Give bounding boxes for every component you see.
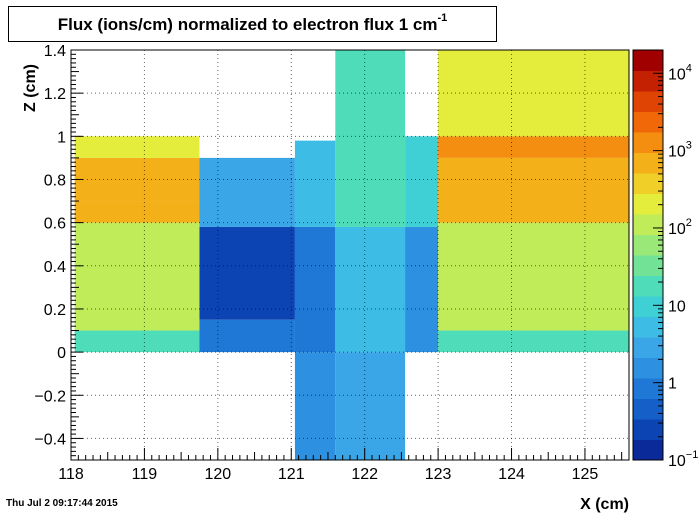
x-tick-label: 123 [425, 466, 452, 483]
colorbar-swatch [633, 398, 663, 420]
colorbar-frame [632, 49, 664, 461]
timestamp: Thu Jul 2 09:17:44 2015 [6, 498, 118, 509]
heatmap-cell [405, 226, 439, 353]
x-tick-label: 118 [58, 466, 84, 483]
x-tick-label: 120 [204, 466, 231, 483]
x-tick-label: 124 [498, 466, 525, 483]
y-axis-label: Z (cm) [22, 64, 39, 112]
y-tick-label: −0.2 [34, 388, 66, 405]
heatmap-cell [335, 352, 406, 460]
heatmap-cell [335, 226, 406, 353]
y-tick-label: 0.2 [44, 302, 66, 319]
heatmap-regions [74, 50, 629, 460]
y-tick-label: 1 [57, 129, 66, 146]
heatmap-cell [335, 50, 406, 227]
heatmap-cell [74, 157, 200, 202]
colorbar-tick-label: 104 [668, 62, 692, 83]
chart-title: Flux (ions/cm) normalized to electron fl… [9, 12, 496, 35]
x-axis: 118 119 120 121 122 123 124 125 [58, 448, 630, 483]
heatmap-cell [438, 157, 629, 223]
colorbar-swatch [633, 316, 663, 338]
y-tick-label: −0.4 [34, 431, 66, 448]
colorbar-swatch [633, 357, 663, 379]
colorbar-swatch [633, 193, 663, 215]
colorbar-swatch [633, 111, 663, 133]
colorbar-swatch [633, 132, 663, 153]
colorbar-swatch [633, 91, 663, 112]
y-tick-label: 0.8 [44, 172, 66, 189]
x-tick-label: 121 [278, 466, 305, 483]
colorbar-swatch [633, 337, 663, 358]
colorbar-swatch [633, 214, 663, 235]
heatmap-cell [405, 136, 439, 227]
heatmap-cell [438, 50, 629, 137]
chart-title-superscript: -1 [437, 12, 448, 24]
heatmap-cell [199, 319, 295, 353]
heatmap-cell [74, 222, 200, 331]
x-tick-label: 122 [351, 466, 378, 483]
heatmap-cell [199, 226, 295, 320]
colorbar-swatch [633, 152, 663, 174]
colorbar-tick-label: 10 [668, 298, 686, 315]
y-tick-label: 1.4 [44, 43, 66, 60]
chart-title-box: Flux (ions/cm) normalized to electron fl… [8, 6, 497, 42]
heatmap-cell [74, 330, 200, 353]
heatmap-cell [294, 226, 336, 353]
colorbar-swatch [633, 419, 663, 440]
colorbar-swatch [633, 70, 663, 92]
colorbar-swatch [633, 378, 663, 399]
colorbar-swatch [633, 234, 663, 256]
colorbar-swatch [633, 275, 663, 297]
x-tick-label: 125 [572, 466, 599, 483]
colorbar-tick-label: 1 [668, 376, 677, 393]
heatmap-cell [74, 201, 200, 223]
y-tick-label: 0 [57, 345, 66, 362]
x-tick-label: 119 [132, 466, 158, 483]
heatmap-cell [294, 140, 336, 227]
y-tick-label: 0.6 [44, 216, 66, 233]
colorbar-tick-label: 10−1 [668, 449, 698, 470]
y-tick-label: 0.4 [44, 259, 66, 276]
heatmap-cell [438, 136, 629, 158]
colorbar-tick-label: 103 [668, 140, 692, 161]
y-tick-label: 1.2 [44, 86, 66, 103]
colorbar-swatch [633, 50, 663, 71]
heatmap-cell [438, 222, 629, 331]
heatmap-cell [74, 136, 200, 158]
heatmap-cell [199, 157, 295, 227]
colorbar-swatch [633, 255, 663, 276]
chart-title-main: Flux (ions/cm) normalized to electron fl… [57, 15, 438, 34]
x-axis-label: X (cm) [580, 496, 629, 513]
colorbar-swatch [633, 296, 663, 317]
colorbar-swatch [633, 439, 663, 461]
heatmap-cell [294, 352, 336, 460]
colorbar: 10−1 1 10 102 103 104 [632, 49, 698, 470]
colorbar-tick-label: 102 [668, 217, 692, 238]
colorbar-swatch [633, 173, 663, 194]
heatmap-cell [438, 330, 629, 353]
y-axis: −0.4 −0.2 0 0.2 0.4 0.6 0.8 1 1.2 1.4 [34, 43, 83, 461]
